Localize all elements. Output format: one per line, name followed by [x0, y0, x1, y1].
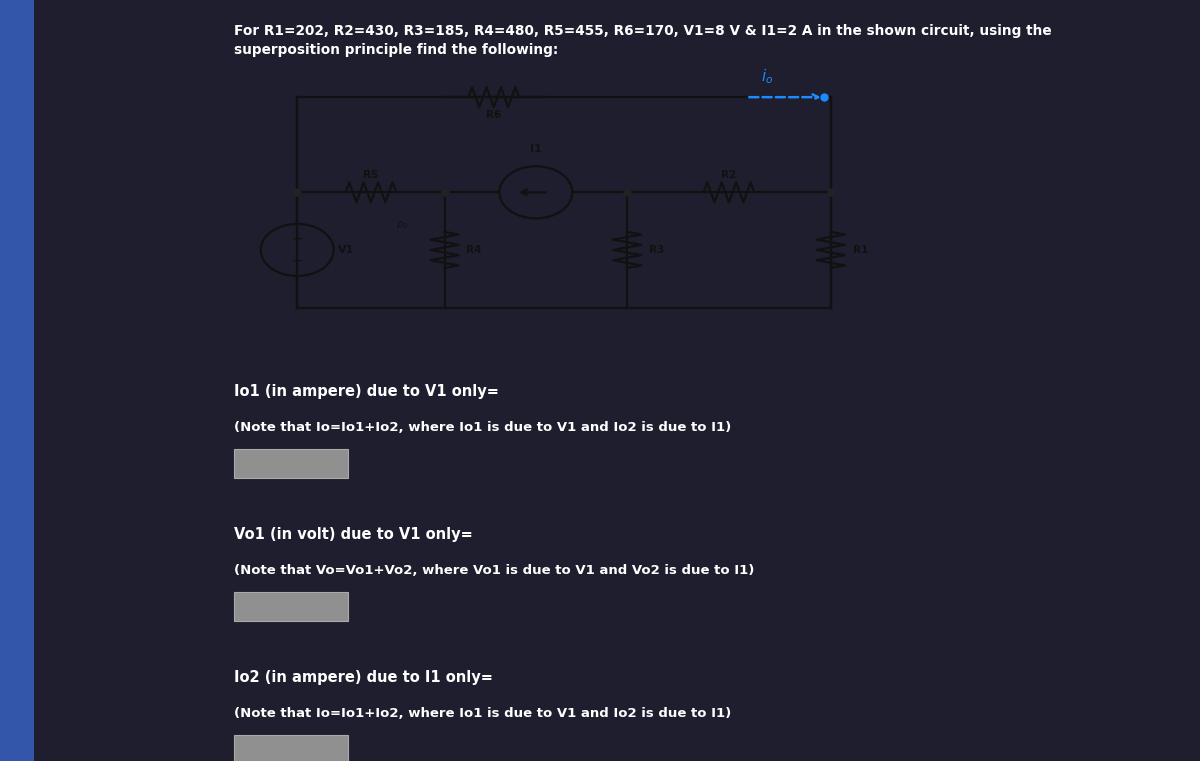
- Text: R5: R5: [364, 170, 378, 180]
- FancyBboxPatch shape: [234, 735, 348, 761]
- Text: I1: I1: [530, 144, 541, 154]
- Text: (Note that Io=Io1+Io2, where Io1 is due to V1 and Io2 is due to I1): (Note that Io=Io1+Io2, where Io1 is due …: [234, 421, 731, 434]
- Text: R2: R2: [721, 170, 737, 180]
- FancyBboxPatch shape: [0, 0, 34, 761]
- FancyBboxPatch shape: [234, 449, 348, 478]
- Text: Io2 (in ampere) due to I1 only=: Io2 (in ampere) due to I1 only=: [234, 670, 493, 686]
- Text: (Note that Vo=Vo1+Vo2, where Vo1 is due to V1 and Vo2 is due to I1): (Note that Vo=Vo1+Vo2, where Vo1 is due …: [234, 564, 755, 577]
- Text: R6: R6: [486, 110, 502, 119]
- Text: Io1 (in ampere) due to V1 only=: Io1 (in ampere) due to V1 only=: [234, 384, 499, 400]
- Text: Vo1 (in volt) due to V1 only=: Vo1 (in volt) due to V1 only=: [234, 527, 473, 543]
- Text: R1: R1: [852, 245, 868, 255]
- FancyBboxPatch shape: [234, 592, 348, 621]
- Text: +: +: [292, 232, 302, 246]
- Text: R3: R3: [649, 245, 665, 255]
- Text: R4: R4: [467, 245, 481, 255]
- Text: −: −: [292, 254, 302, 268]
- Text: V1: V1: [338, 245, 354, 255]
- Text: For R1=202, R2=430, R3=185, R4=480, R5=455, R6=170, V1=8 V & I1=2 A in the shown: For R1=202, R2=430, R3=185, R4=480, R5=4…: [234, 24, 1051, 38]
- Text: superposition principle find the following:: superposition principle find the followi…: [234, 43, 558, 57]
- Text: $\rho_0$: $\rho_0$: [396, 219, 408, 231]
- Text: $i_o$: $i_o$: [761, 68, 774, 87]
- Text: (Note that Io=Io1+Io2, where Io1 is due to V1 and Io2 is due to I1): (Note that Io=Io1+Io2, where Io1 is due …: [234, 707, 731, 720]
